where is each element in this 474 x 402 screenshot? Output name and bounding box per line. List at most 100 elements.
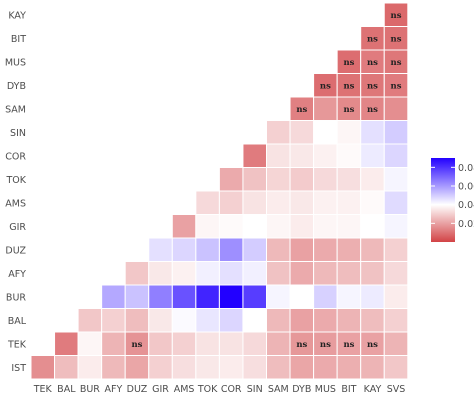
heatmap-cell-bur-sam [266, 284, 291, 309]
y-tick-label-kay: KAY [8, 10, 26, 21]
heatmap-cell-afy-cor [218, 261, 244, 286]
heatmap-cell-tok-mus [313, 167, 338, 192]
heatmap-cell-ams-tok [195, 190, 220, 215]
heatmap-cell-ist-kay [360, 355, 385, 380]
heatmap-cell-ist-sin [242, 355, 267, 380]
legend-ticks: 0.02 0.04 0.06 0.08 [431, 163, 474, 230]
heatmap-cell-bur-svs [383, 284, 409, 309]
x-tick-label-ams: AMS [174, 384, 195, 395]
color-legend: 0.02 0.04 0.06 0.08 [431, 158, 474, 242]
heatmap-cell-gir-kay [360, 214, 385, 239]
cell-label-bit-svs: ns [391, 34, 402, 44]
heatmap-cell-tek-ams [171, 331, 197, 356]
heatmap-cell-afy-sin [242, 261, 267, 286]
cell-label-dyb-svs: ns [391, 81, 402, 91]
x-tick-label-bur: BUR [80, 384, 100, 395]
y-tick-label-ams: AMS [5, 198, 26, 209]
heatmap-cell-tek-sam [266, 331, 291, 356]
heatmap-cell-cor-kay [360, 143, 385, 168]
heatmap-cell-sin-dyb [289, 120, 315, 145]
y-axis-tick-labels: KAY BIT MUS DYB SAM SIN COR TOK AMS GIR DUZ AFY BUR B… [5, 10, 27, 374]
heatmap-cell-tok-sam [266, 167, 291, 192]
heatmap-cell-sin-mus [313, 120, 338, 145]
y-tick-label-ist: IST [11, 363, 26, 374]
x-tick-label-afy: AFY [105, 384, 123, 395]
heatmap-cell-bal-bit [336, 308, 362, 333]
cell-label-sam-bit: ns [343, 105, 354, 115]
heatmap-cell-tok-svs [383, 167, 409, 192]
heatmap-cell-duz-mus [313, 237, 338, 262]
heatmap-cell-afy-mus [313, 261, 338, 286]
legend-tick-label: 0.02 [458, 219, 474, 230]
heatmap-cell-duz-cor [218, 237, 244, 262]
x-tick-label-kay: KAY [364, 384, 382, 395]
y-tick-label-bal: BAL [8, 316, 27, 327]
y-tick-label-tok: TOK [5, 175, 26, 186]
heatmap-cell-ist-cor [218, 355, 244, 380]
cell-label-tek-bit: ns [343, 340, 354, 350]
heatmap-cell-ams-cor [218, 190, 244, 215]
heatmap-cell-gir-tok [195, 214, 220, 239]
y-tick-label-bit: BIT [11, 34, 26, 45]
heatmap-cell-ams-bit [336, 190, 362, 215]
x-tick-label-bit: BIT [341, 384, 356, 395]
heatmap-cell-afy-gir [148, 261, 173, 286]
cell-label-dyb-bit: ns [343, 81, 354, 91]
heatmap-cell-ist-gir [148, 355, 173, 380]
y-tick-label-gir: GIR [9, 222, 26, 233]
x-tick-label-duz: DUZ [127, 384, 148, 395]
heatmap-cell-duz-ams [171, 237, 197, 262]
heatmap-cell-gir-sin [242, 214, 267, 239]
y-tick-label-cor: COR [5, 151, 26, 162]
heatmap-cell-afy-dyb [289, 261, 315, 286]
heatmap-cell-ist-sam [266, 355, 291, 380]
heatmap-cell-tok-kay [360, 167, 385, 192]
heatmap-cell-bal-cor [218, 308, 244, 333]
heatmap-cell-ist-duz [124, 355, 150, 380]
y-tick-label-sin: SIN [10, 128, 26, 139]
legend-tick-label: 0.08 [458, 163, 474, 174]
heatmap-cell-tok-bit [336, 167, 362, 192]
heatmap-cell-cor-dyb [289, 143, 315, 168]
x-tick-label-sin: SIN [247, 384, 263, 395]
heatmap-cell-bur-afy [101, 284, 126, 309]
heatmap-cell-afy-tok [195, 261, 220, 286]
x-tick-label-mus: MUS [315, 384, 336, 395]
heatmap-cell-bal-mus [313, 308, 338, 333]
cell-label-dyb-kay: ns [367, 81, 378, 91]
heatmap-cell-bal-tok [195, 308, 220, 333]
heatmap-cell-tek-tok [195, 331, 220, 356]
heatmap-cell-duz-sam [266, 237, 291, 262]
heatmap-cell-tek-cor [218, 331, 244, 356]
heatmap-cell-gir-dyb [289, 214, 315, 239]
heatmap-cell-bur-tok [195, 284, 220, 309]
heatmap-cell-bal-ams [171, 308, 197, 333]
heatmap-cell-sin-kay [360, 120, 385, 145]
heatmap-cell-sin-sam [266, 120, 291, 145]
heatmap-cell-bur-gir [148, 284, 173, 309]
heatmap-cell-ist-tok [195, 355, 220, 380]
cell-label-mus-bit: ns [343, 58, 354, 68]
heatmap-cell-ams-dyb [289, 190, 315, 215]
heatmap-cell-sam-svs [383, 96, 409, 121]
heatmap-cell-afy-kay [360, 261, 385, 286]
heatmap-cell-bur-duz [124, 284, 150, 309]
heatmap-cell-bal-sam [266, 308, 291, 333]
heatmap-cell-bal-svs [383, 308, 409, 333]
y-tick-label-tek: TEK [7, 339, 27, 350]
heatmap-cell-cor-sin [242, 143, 267, 168]
x-tick-label-svs: SVS [387, 384, 406, 395]
cell-label-kay-svs: ns [391, 11, 402, 21]
y-tick-label-mus: MUS [5, 57, 26, 68]
cell-label-mus-svs: ns [391, 58, 402, 68]
heatmap-cell-gir-ams [171, 214, 197, 239]
heatmap-cell-duz-bit [336, 237, 362, 262]
heatmap-cell-bur-kay [360, 284, 385, 309]
heatmap-cell-afy-ams [171, 261, 197, 286]
heatmap-cell-gir-mus [313, 214, 338, 239]
heatmap-cell-bal-gir [148, 308, 173, 333]
heatmap-cell-bur-sin [242, 284, 267, 309]
heatmap-cell-ist-bit [336, 355, 362, 380]
heatmap-cell-tok-sin [242, 167, 267, 192]
x-tick-label-cor: COR [221, 384, 242, 395]
